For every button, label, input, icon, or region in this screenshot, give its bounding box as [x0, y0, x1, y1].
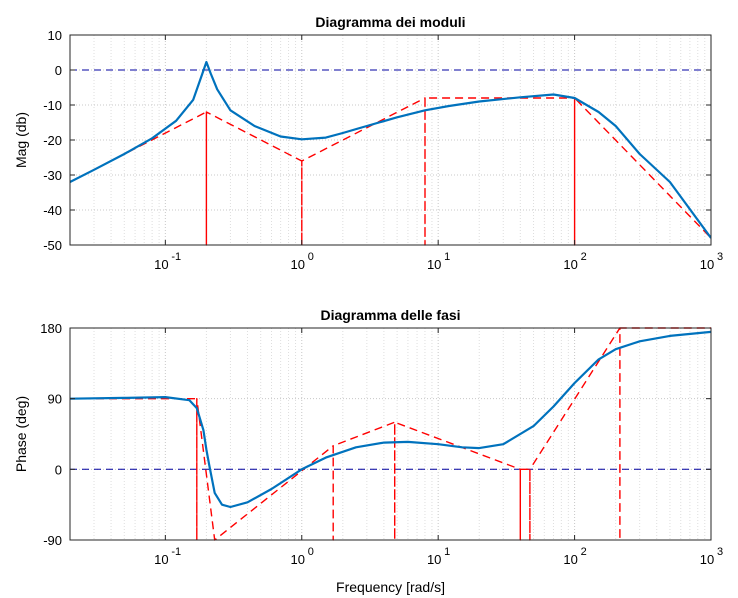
mag-y-tick-label: -50 — [43, 238, 62, 253]
mag-y-axis-label: Mag (db) — [13, 112, 29, 168]
phase-plot-area — [70, 328, 711, 540]
mag-y-tick-label: -20 — [43, 133, 62, 148]
phase-minor-grid — [93, 328, 706, 540]
phase-title: Diagramma delle fasi — [320, 307, 460, 323]
phase-y-tick-label: -90 — [43, 533, 62, 548]
mag-x-tick-exponent: 2 — [581, 251, 587, 263]
phase-x-tick-label: 10 — [563, 552, 577, 567]
mag-y-tick-label: -10 — [43, 98, 62, 113]
phase-x-tick-label: 10 — [427, 552, 441, 567]
phase-x-tick-exponent: 3 — [717, 546, 723, 558]
mag-x-tick-exponent: 3 — [717, 251, 723, 263]
mag-x-tick-label: 10 — [291, 257, 305, 272]
mag-y-tick-label: -40 — [43, 203, 62, 218]
mag-asymptote-line — [70, 97, 711, 246]
phase-axes-box — [69, 327, 712, 541]
phase-y-tick-label: 0 — [55, 462, 62, 477]
phase-asymptote-line — [70, 327, 711, 541]
mag-x-tick-exponent: 1 — [444, 251, 450, 263]
mag-x-tick-label: 10 — [427, 257, 441, 272]
phase-response-curve — [70, 330, 711, 509]
phase-x-tick-label: 10 — [291, 552, 305, 567]
phase-x-tick-label: 10 — [700, 552, 714, 567]
mag-y-tick-label: -30 — [43, 168, 62, 183]
phase-y-axis-label: Phase (deg) — [13, 396, 29, 472]
phase-x-tick-label: 10 — [154, 552, 168, 567]
mag-title: Diagramma dei moduli — [315, 14, 465, 30]
phase-x-tick-exponent: 1 — [444, 546, 450, 558]
mag-x-tick-exponent: 0 — [308, 251, 314, 263]
phase-y-tick-label: 90 — [48, 392, 62, 407]
phase-y-tick-label: 180 — [40, 321, 62, 336]
mag-response-curve — [70, 60, 711, 239]
mag-x-tick-exponent: -1 — [171, 251, 181, 263]
mag-x-tick-label: 10 — [154, 257, 168, 272]
phase-x-tick-exponent: -1 — [171, 546, 181, 558]
mag-y-tick-label: 0 — [55, 63, 62, 78]
mag-y-tick-label: 10 — [48, 28, 62, 43]
phase-x-tick-exponent: 0 — [308, 546, 314, 558]
mag-x-tick-label: 10 — [563, 257, 577, 272]
phase-x-tick-exponent: 2 — [581, 546, 587, 558]
mag-x-tick-label: 10 — [700, 257, 714, 272]
phase-x-axis-label: Frequency [rad/s] — [336, 579, 445, 595]
